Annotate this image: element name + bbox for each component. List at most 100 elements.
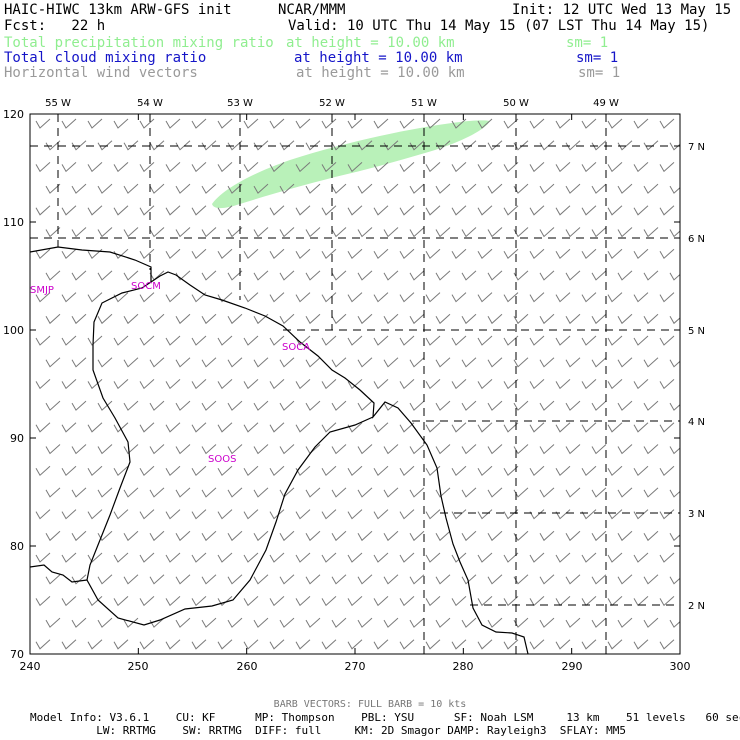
wind-barb [669,446,680,455]
wind-barb [113,379,129,390]
wind-barb [71,400,87,411]
wind-barb [487,444,503,455]
wind-barb [227,487,243,498]
wind-barb [123,617,139,628]
wind-barb [669,272,680,281]
wind-barb [347,422,363,433]
wind-barb [461,574,477,585]
model-title: HAIC-HIWC 13km ARW-GFS init [4,2,232,18]
wind-barb [357,400,373,411]
wind-barb [45,227,61,238]
wind-barb [383,183,399,194]
wind-barb [253,444,269,455]
wind-barb [279,444,295,455]
wind-barb [227,313,243,325]
wind-barb [243,465,259,476]
wind-barb [513,357,529,368]
wind-barb [357,574,373,585]
wind-barb [217,248,233,259]
wind-barb [529,639,545,650]
wind-barb [321,639,337,650]
wind-barb [503,379,519,390]
wind-barb [139,162,155,173]
wind-barb [61,509,77,520]
wind-barb [487,530,503,542]
wind-barb [87,379,103,390]
wind-barb [321,465,337,476]
wind-barb [113,552,129,563]
wind-barb [643,270,659,281]
wind-barb [487,270,503,281]
latlon-grid [30,114,680,654]
wind-barb [539,487,555,498]
wind-barb [149,444,165,455]
wind-barb [35,205,51,216]
latitude-label: 2 N [688,601,705,612]
wind-barb [253,183,269,194]
wind-barb [669,229,680,238]
wind-barb [217,205,233,216]
wind-barb [357,487,373,498]
wind-barb [243,596,259,607]
wind-barb [149,183,165,194]
wind-barb [659,292,675,303]
wind-barb [633,335,649,346]
wind-barb [659,465,675,476]
wind-barb [373,205,389,216]
wind-barb [113,335,129,346]
wind-barb [35,639,51,650]
wind-barb [659,596,675,607]
wind-barb [217,118,233,129]
wind-barb [633,292,649,303]
wind-barb [165,248,181,259]
wind-barb [175,444,191,455]
wind-barb [61,205,77,216]
wind-barb [175,140,191,151]
wind-barb [149,574,165,585]
wind-barb [279,227,295,238]
wind-barb [487,617,503,628]
wind-barb [607,335,623,346]
wind-barb [591,270,607,281]
wind-barb [295,596,311,607]
wind-barb [555,248,571,259]
wind-barb [503,162,519,173]
wind-barb [399,552,415,563]
wind-barb [217,465,233,476]
wind-barb [191,205,207,216]
wind-barb [669,316,680,325]
wind-barb [383,530,399,542]
wind-barb [425,596,441,607]
wind-barb [383,227,399,238]
wind-barb [477,248,493,259]
legend-wind-name: Horizontal wind vectors [4,65,198,81]
wind-barb [227,574,243,585]
wind-barb [347,552,363,563]
wind-barb [669,359,680,368]
wind-barb [191,509,207,520]
wind-barb [201,140,217,151]
wind-barb [529,509,545,520]
wind-barb [409,574,425,585]
wind-barb [383,444,399,455]
wind-barb [643,357,659,368]
wind-barb [45,400,61,411]
wind-barb [581,205,597,216]
wind-barb [373,248,389,259]
wind-barb [503,422,519,433]
wind-barb [139,465,155,476]
wind-barb [607,596,623,607]
wind-barb [451,118,467,129]
wind-barb [451,335,467,346]
wind-barb [617,444,633,455]
wind-barb [461,617,477,628]
wind-barb [477,552,493,563]
longitude-label: 53 W [227,98,253,109]
wind-barb [435,530,451,542]
wind-barb [191,639,207,650]
wind-barb [113,118,129,129]
wind-barb [279,400,295,411]
wind-barb [617,530,633,542]
wind-barb [529,205,545,216]
wind-barb [399,162,415,173]
